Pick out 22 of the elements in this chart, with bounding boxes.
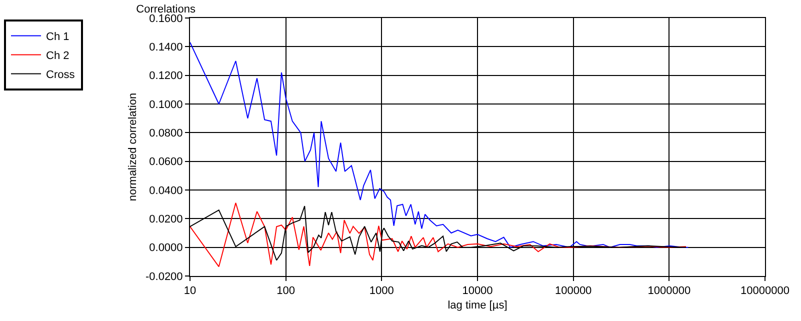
- legend-label: Ch 1: [46, 31, 70, 44]
- y-tick-label: 0.1000: [149, 98, 183, 111]
- x-tick-label: 1000000: [648, 285, 691, 298]
- y-tick-label: -0.0200: [145, 270, 183, 283]
- x-tick-label: 1000: [369, 285, 394, 298]
- y-tick-label: 0.0000: [149, 242, 183, 254]
- x-tick-label: 100000: [554, 285, 592, 298]
- y-tick-label: 0.0400: [149, 184, 183, 197]
- y-tick-label: 0.1400: [149, 42, 183, 54]
- legend-label: Ch 2: [46, 50, 70, 62]
- y-tick-label: 0.0600: [149, 156, 183, 168]
- x-axis-title: lag time [µs]: [448, 299, 508, 312]
- y-tick-label: 0.0200: [149, 214, 183, 226]
- x-tick-label: 10: [184, 285, 196, 298]
- x-tick-label: 10000000: [740, 285, 790, 298]
- y-tick-label: 0.1200: [149, 70, 183, 82]
- y-tick-label: 0.1600: [149, 12, 183, 25]
- y-axis-title: normalized correlation: [127, 92, 140, 202]
- y-tick-label: 0.0800: [149, 128, 183, 140]
- x-tick-label: 10000: [462, 285, 493, 298]
- legend-label: Cross: [46, 69, 76, 82]
- x-tick-label: 100: [276, 285, 296, 298]
